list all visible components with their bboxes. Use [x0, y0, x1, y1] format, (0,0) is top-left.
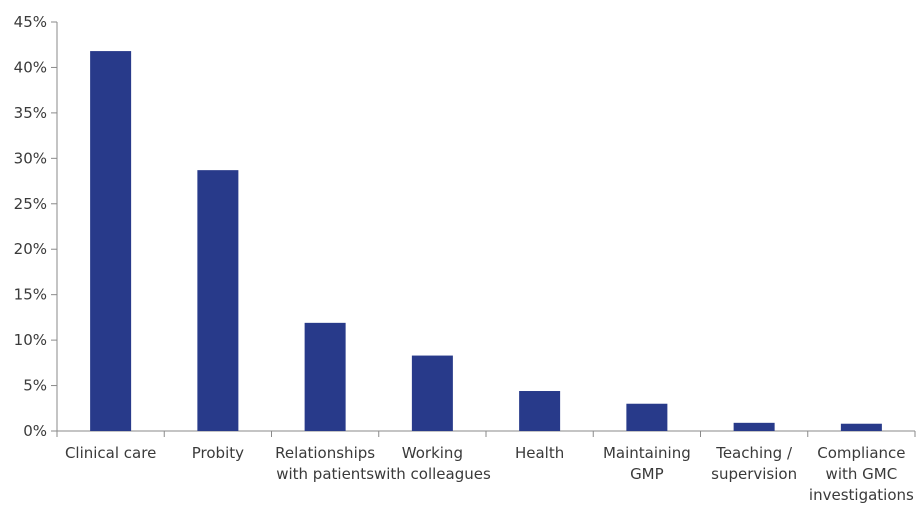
- x-category-label: Health: [515, 444, 564, 462]
- x-category-label: Compliance with GMC investigations: [809, 444, 914, 504]
- x-category-label: Relationships with patients: [275, 444, 375, 483]
- y-tick-label: 15%: [14, 286, 47, 304]
- y-tick-label: 5%: [23, 377, 47, 395]
- bar: [733, 422, 775, 431]
- bar: [197, 170, 239, 431]
- bar: [90, 51, 132, 432]
- x-category-label: Working with colleagues: [374, 444, 491, 483]
- bar: [304, 322, 346, 431]
- bar: [840, 423, 882, 431]
- bars: [90, 51, 882, 432]
- x-category-label: Probity: [192, 444, 244, 462]
- y-tick-label: 25%: [14, 195, 47, 213]
- y-tick-label: 35%: [14, 104, 47, 122]
- y-tick-label: 40%: [14, 58, 47, 76]
- y-tick-label: 0%: [23, 422, 47, 440]
- y-tick-label: 45%: [14, 13, 47, 31]
- bar: [519, 391, 561, 431]
- bar: [626, 403, 668, 431]
- x-category-label: Maintaining GMP: [603, 444, 691, 483]
- y-axis: 0% 5% 10% 15% 20% 25% 30% 35% 40% 45%: [14, 13, 58, 440]
- y-tick-label: 10%: [14, 331, 47, 349]
- y-tick-label: 30%: [14, 149, 47, 167]
- y-tick-label: 20%: [14, 240, 47, 258]
- bar: [411, 355, 453, 431]
- category-labels: Clinical care Probity Relationships with pa…: [65, 444, 914, 504]
- x-category-label: Teaching / supervision: [711, 444, 797, 483]
- x-category-label: Clinical care: [65, 444, 156, 462]
- x-axis: [56, 430, 916, 437]
